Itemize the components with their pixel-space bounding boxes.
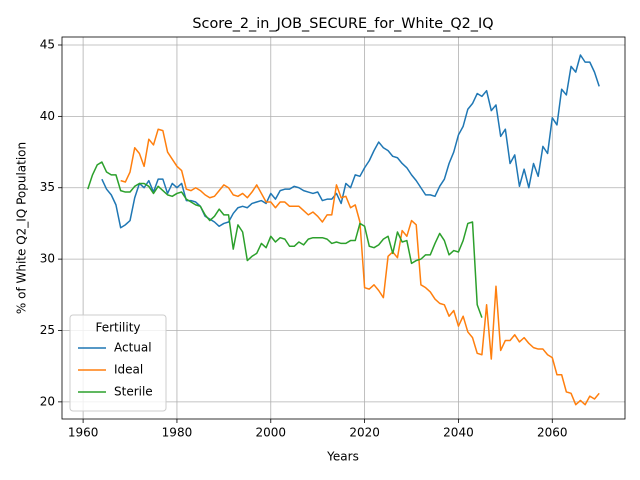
legend-title: Fertility	[95, 321, 140, 335]
x-tick-label: 2020	[349, 426, 380, 440]
y-tick-label: 30	[40, 252, 55, 266]
legend-label: Ideal	[114, 363, 143, 377]
x-tick-label: 1960	[68, 426, 99, 440]
legend-box	[69, 314, 167, 412]
chart-title: Score_2_in_JOB_SECURE_for_White_Q2_IQ	[192, 16, 493, 32]
x-tick-label: 1980	[162, 426, 193, 440]
x-tick-label: 2000	[256, 426, 287, 440]
legend-label: Sterile	[114, 385, 153, 399]
x-tick-label: 2040	[443, 426, 474, 440]
y-tick-label: 20	[40, 394, 55, 408]
legend: Fertility Actual Ideal Sterile	[69, 314, 167, 412]
y-axis-label: % of White Q2_IQ Population	[15, 142, 29, 314]
y-tick-label: 25	[40, 323, 55, 337]
x-axis-label: Years	[326, 450, 359, 464]
y-tick-label: 45	[40, 37, 55, 51]
x-tick-label: 2060	[537, 426, 568, 440]
y-tick-label: 40	[40, 109, 55, 123]
plot-frame	[61, 36, 626, 420]
y-tick-label: 35	[40, 180, 55, 194]
line-series	[101, 54, 600, 229]
legend-label: Actual	[114, 341, 152, 355]
line-series	[87, 161, 483, 318]
line-series	[120, 128, 600, 406]
